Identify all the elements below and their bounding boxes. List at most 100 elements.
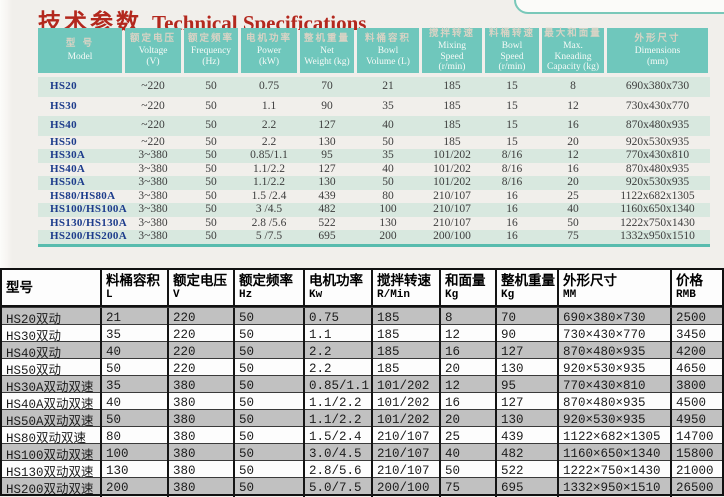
net-weight-cell: 695: [495, 478, 557, 497]
bowl-speed-cell: 16: [506, 230, 518, 243]
dimensions-cell: 1160x650x1340: [620, 203, 695, 216]
mixing-speed-cell: 185: [371, 342, 439, 361]
spec-table-teal-header-cell: 料桶容积 Bowl Volume (L): [357, 28, 419, 73]
mixing-speed-cell: 185: [443, 135, 461, 148]
voltage-cell: 220: [167, 359, 233, 378]
header-label-chinese: 搅拌转速: [377, 272, 431, 289]
mixing-speed-cell: 185: [443, 119, 461, 132]
model-cell: HS80双动双速: [6, 432, 87, 446]
net-weight-cell: 90: [321, 99, 333, 112]
spec-table-teal-header-cell: 搅拌转速 Mixing Speed (r/min): [422, 28, 482, 73]
header-label-chinese: 整机重量: [501, 272, 555, 289]
voltage-cell: 380: [167, 376, 233, 395]
mixing-speed-cell: 101/202: [371, 393, 439, 412]
bowl-volume-cell: 80: [382, 189, 394, 202]
dimensions-cell: 770x430x810: [625, 149, 690, 162]
spec-table-teal-row: HS40 ~220 50 2.2 127 40 185 15 16 870x48…: [38, 116, 710, 136]
kneading-amount-cell: 16: [439, 342, 495, 361]
header-label-chinese: 最大和面量: [544, 27, 602, 39]
header-label-english: Bowl Speed (r/min): [498, 41, 526, 72]
voltage-cell: 3~380: [138, 162, 168, 175]
power-cell: 1.5/2.4: [303, 427, 371, 446]
voltage-cell: 220: [167, 308, 233, 327]
voltage-cell: 3~380: [138, 216, 168, 229]
power-cell: 0.75: [258, 80, 280, 93]
header-unit-label: R/Min: [377, 288, 411, 301]
frequency-cell: 50: [233, 376, 303, 395]
power-cell: 1.1: [261, 99, 277, 112]
bowl-volume-cell: 35: [382, 99, 394, 112]
model-cell: HS80/HS80A: [50, 189, 116, 202]
dimensions-cell: 870x480x935: [625, 119, 690, 132]
kneading-amount-cell: 50: [439, 461, 495, 480]
model-cell: HS30双动: [6, 330, 62, 344]
bowl-volume-cell: 130: [100, 461, 167, 480]
mixing-speed-cell: 185: [443, 80, 461, 93]
spec-table-teal-header-cell: 整机重量 Net Weight (kg): [300, 28, 354, 73]
header-label-english: Bowl Volume (L): [366, 46, 410, 67]
frequency-cell: 50: [233, 393, 303, 412]
power-cell: 0.75: [303, 308, 371, 327]
power-cell: 1.1/2.2: [253, 176, 285, 189]
bowl-volume-cell: 35: [100, 376, 167, 395]
kneading-capacity-cell: 75: [567, 230, 579, 243]
price-table: 型号 料桶容积 L 额定电压 V 额定频率 Hz 电机功率 Kw: [0, 268, 724, 497]
mixing-speed-cell: 210/107: [371, 444, 439, 463]
bowl-volume-cell: 40: [382, 119, 394, 132]
mixing-speed-cell: 185: [371, 308, 439, 327]
header-label-english: Max. Kneading Capacity (kg): [547, 41, 599, 72]
kneading-amount-cell: 12: [439, 325, 495, 344]
spec-table-teal-row: HS200/HS200A 3~380 50 5 /7.5 695 200 200…: [38, 230, 710, 244]
kneading-amount-cell: 75: [439, 478, 495, 497]
voltage-cell: 380: [167, 393, 233, 412]
kneading-capacity-cell: 20: [567, 176, 579, 189]
price-table-header-cell: 外形尺寸 MM: [557, 270, 670, 305]
frequency-cell: 50: [233, 325, 303, 344]
bowl-volume-cell: 40: [382, 162, 394, 175]
mixing-speed-cell: 210/107: [371, 461, 439, 480]
price-table-header-cell: 型号: [2, 270, 100, 305]
mixing-speed-cell: 210/107: [371, 427, 439, 446]
spec-table-teal-header-cell: 型 号 Model: [38, 28, 122, 73]
power-cell: 5 /7.5: [255, 230, 283, 243]
model-cell: HS30: [50, 99, 77, 112]
header-label-english: Frequency (Hz): [190, 46, 232, 67]
dimensions-cell: 1332x950x1510: [620, 230, 695, 243]
spec-table-teal-header-cell: 最大和面量 Max. Kneading Capacity (kg): [542, 28, 604, 73]
header-label-chinese: 额定电压: [129, 32, 176, 44]
model-cell: HS200双动双速: [6, 483, 94, 497]
dimensions-cell: 1160×650×1340: [557, 444, 670, 463]
net-weight-cell: 439: [495, 427, 557, 446]
price-table-row: HS20双动 21 220 50 0.75 185 8 70 690×380×7…: [2, 307, 722, 327]
header-label-chinese: 额定频率: [187, 32, 234, 44]
voltage-cell: ~220: [141, 135, 165, 148]
price-table-header-cell: 整机重量 Kg: [495, 270, 557, 305]
dimensions-cell: 870x480x935: [625, 162, 690, 175]
mixing-speed-cell: 101/202: [433, 162, 471, 175]
price-table-row: HS200双动双速 200 380 50 5.0/7.5 200/100 75 …: [2, 477, 722, 497]
dimensions-cell: 1222x750x1430: [620, 216, 695, 229]
kneading-amount-cell: 20: [439, 359, 495, 378]
price-cell: 4650: [670, 359, 722, 378]
kneading-capacity-cell: 16: [567, 119, 579, 132]
bowl-volume-cell: 21: [100, 308, 167, 327]
net-weight-cell: 70: [321, 80, 333, 93]
spec-table-teal-row: HS50 ~220 50 2.2 130 50 185 15 20 920x53…: [38, 136, 710, 150]
frequency-cell: 50: [205, 203, 217, 216]
mixing-speed-cell: 185: [371, 359, 439, 378]
price-cell: 4200: [670, 342, 722, 361]
model-cell: HS30A双动双速: [6, 381, 94, 395]
spec-table-teal-header: 型 号 Model 额定电压 Voltage (V) 额定频率 Frequency…: [38, 28, 710, 73]
header-unit-label: Hz: [239, 288, 253, 301]
header-label-english: Power (kW): [256, 46, 282, 67]
model-cell: HS20: [50, 80, 77, 93]
model-cell: HS20双动: [6, 313, 62, 327]
voltage-cell: 3~380: [138, 203, 168, 216]
price-table-row: HS50A双动双速 50 380 50 1.1/2.2 101/202 20 1…: [2, 409, 722, 429]
power-cell: 2.2: [261, 135, 277, 148]
header-label-chinese: 料桶转速: [488, 27, 535, 39]
price-table-row: HS50双动 50 220 50 2.2 185 20 130 920×530×…: [2, 358, 722, 378]
spec-table-teal-row: HS80/HS80A 3~380 50 1.5 /2.4 439 80 210/…: [38, 190, 710, 204]
price-table-header-cell: 搅拌转速 R/Min: [371, 270, 439, 305]
price-cell: 15800: [670, 444, 722, 463]
